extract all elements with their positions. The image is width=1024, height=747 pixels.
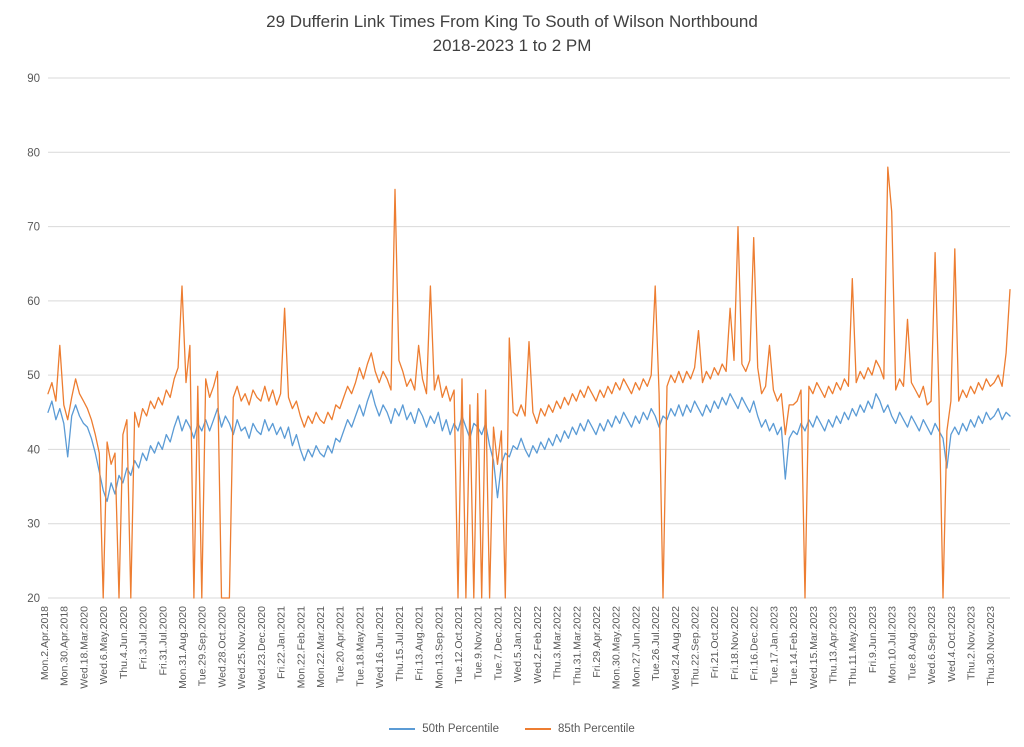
x-axis-label: Wed.16.Jun.2021 bbox=[374, 606, 386, 688]
x-axis-label: Tue.9.Nov.2021 bbox=[473, 606, 485, 680]
x-axis-label: Fri.3.Jul.2020 bbox=[138, 606, 150, 670]
x-axis-label: Mon.22.Feb.2021 bbox=[295, 606, 307, 688]
legend-line-marker-orange bbox=[525, 728, 551, 730]
x-axis-label: Mon.30.Apr.2018 bbox=[59, 606, 71, 686]
x-axis-label: Thu.13.Apr.2023 bbox=[828, 606, 840, 684]
x-axis-label: Wed.5.Jan.2022 bbox=[512, 606, 524, 682]
x-axis-label: Wed.15.Mar.2023 bbox=[808, 606, 820, 689]
x-axis-label: Fri.29.Apr.2022 bbox=[591, 606, 603, 678]
x-axis-label: Wed.6.Sep.2023 bbox=[926, 606, 938, 684]
x-axis-label: Tue.29.Sep.2020 bbox=[197, 606, 209, 686]
x-axis-label: Thu.4.Jun.2020 bbox=[118, 606, 130, 679]
x-axis-label: Fri.9.Jun.2023 bbox=[867, 606, 879, 673]
x-axis-label: Tue.7.Dec.2021 bbox=[492, 606, 504, 680]
y-axis-label: 60 bbox=[27, 296, 40, 308]
x-axis-label: Mon.27.Jun.2022 bbox=[630, 606, 642, 687]
chart-title-line1: 29 Dufferin Link Times From King To Sout… bbox=[266, 12, 758, 31]
x-axis-label: Mon.10.Jul.2023 bbox=[887, 606, 899, 684]
series-line-85th-percentile bbox=[47, 166, 1011, 599]
x-axis-label: Wed.2.Feb.2022 bbox=[532, 606, 544, 684]
x-axis-label: Tue.12.Oct.2021 bbox=[453, 606, 465, 684]
x-axis-label: Thu.3.Mar.2022 bbox=[552, 606, 564, 680]
x-axis-label: Thu.2.Nov.2023 bbox=[966, 606, 978, 680]
x-axis-label: Tue.14.Feb.2023 bbox=[788, 606, 800, 686]
x-axis-label: Fri.22.Jan.2021 bbox=[276, 606, 288, 679]
legend-label: 50th Percentile bbox=[422, 723, 499, 735]
x-axis-label: Fri.31.Jul.2020 bbox=[157, 606, 169, 676]
y-axis-label: 80 bbox=[27, 147, 40, 159]
y-axis-label: 40 bbox=[27, 444, 40, 456]
chart-title: 29 Dufferin Link Times From King To Sout… bbox=[0, 10, 1024, 58]
x-axis-label: Tue.8.Aug.2023 bbox=[906, 606, 918, 680]
series-line-50th-percentile bbox=[47, 389, 1011, 503]
x-axis-label: Thu.11.May.2023 bbox=[847, 606, 859, 686]
x-axis-label: Mon.31.Aug.2020 bbox=[177, 606, 189, 689]
x-axis-label: Mon.30.May.2022 bbox=[611, 606, 623, 689]
x-axis-label: Tue.18.May.2021 bbox=[354, 606, 366, 687]
x-axis-label: Thu.15.Jul.2021 bbox=[394, 606, 406, 681]
x-axis-label: Thu.31.Mar.2022 bbox=[571, 606, 583, 686]
x-axis-label: Tue.26.Jul.2022 bbox=[650, 606, 662, 681]
x-axis-label: Thu.30.Nov.2023 bbox=[985, 606, 997, 686]
x-axis-label: Fri.18.Nov.2022 bbox=[729, 606, 741, 680]
legend-item-85th-percentile: 85th Percentile bbox=[525, 723, 635, 735]
x-axis-label: Thu.22.Sep.2022 bbox=[690, 606, 702, 687]
y-axis-label: 50 bbox=[27, 370, 40, 382]
x-axis-label: Wed.6.May.2020 bbox=[98, 606, 110, 685]
chart-title-line2: 2018-2023 1 to 2 PM bbox=[432, 36, 592, 55]
y-axis-label: 90 bbox=[27, 73, 40, 85]
legend-label: 85th Percentile bbox=[558, 723, 635, 735]
x-axis-label: Wed.18.Mar.2020 bbox=[78, 606, 90, 689]
x-axis-label: Wed.4.Oct.2023 bbox=[946, 606, 958, 682]
chart-legend: 50th Percentile 85th Percentile bbox=[0, 723, 1024, 735]
x-axis-label: Tue.20.Apr.2021 bbox=[335, 606, 347, 683]
x-axis-label: Wed.25.Nov.2020 bbox=[236, 606, 248, 689]
x-axis-label: Mon.2.Apr.2018 bbox=[39, 606, 51, 680]
x-axis-label: Mon.13.Sep.2021 bbox=[433, 606, 445, 689]
x-axis-label: Wed.24.Aug.2022 bbox=[670, 606, 682, 690]
legend-item-50th-percentile: 50th Percentile bbox=[389, 723, 499, 735]
y-axis-label: 70 bbox=[27, 222, 40, 234]
x-axis-label: Mon.22.Mar.2021 bbox=[315, 606, 327, 688]
legend-line-marker-blue bbox=[389, 728, 416, 730]
x-axis-label: Tue.17.Jan.2023 bbox=[768, 606, 780, 685]
x-axis-label: Fri.16.Dec.2022 bbox=[749, 606, 761, 681]
x-axis-label: Wed.23.Dec.2020 bbox=[256, 606, 268, 690]
x-axis-label: Fri.13.Aug.2021 bbox=[414, 606, 426, 681]
x-axis-label: Wed.28.Oct.2020 bbox=[216, 606, 228, 688]
x-axis-label: Fri.21.Oct.2022 bbox=[709, 606, 721, 679]
y-axis-label: 30 bbox=[27, 519, 40, 531]
y-axis-label: 20 bbox=[27, 593, 40, 605]
